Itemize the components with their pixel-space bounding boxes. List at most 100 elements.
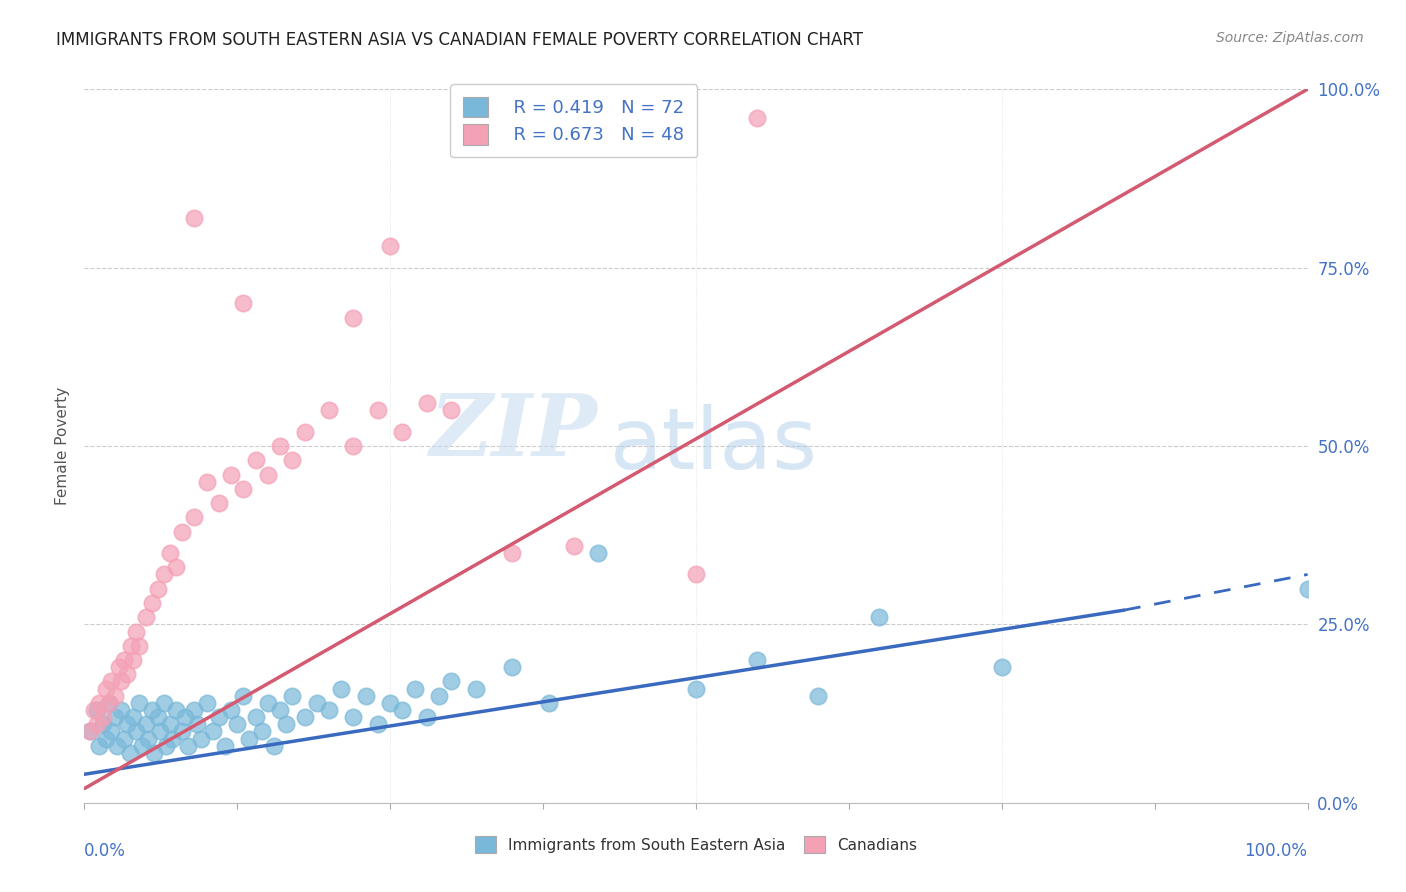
Point [115, 667, 138, 681]
Point [1296, 582, 1319, 596]
Point [104, 710, 127, 724]
Point [165, 703, 187, 717]
Point [404, 681, 426, 696]
Point [201, 724, 224, 739]
Point [155, 739, 177, 753]
Point [172, 524, 194, 539]
Point [146, 582, 169, 596]
Point [97, 696, 120, 710]
Point [747, 111, 769, 125]
Point [96, 681, 118, 696]
Point [269, 439, 291, 453]
Point [257, 696, 280, 710]
Point [269, 703, 291, 717]
Point [245, 453, 267, 467]
Point [128, 639, 150, 653]
Point [354, 689, 377, 703]
Point [110, 674, 132, 689]
Point [86, 717, 108, 731]
Point [173, 710, 195, 724]
Point [380, 696, 402, 710]
Point [232, 296, 254, 310]
Point [330, 681, 353, 696]
Point [294, 710, 316, 724]
Point [219, 467, 242, 482]
Point [440, 403, 463, 417]
Point [153, 696, 176, 710]
Point [190, 731, 212, 746]
Point [294, 425, 316, 439]
Point [991, 660, 1014, 674]
Point [97, 696, 120, 710]
Point [122, 710, 145, 724]
Point [195, 475, 218, 489]
Point [305, 696, 328, 710]
Point [86, 703, 108, 717]
Point [128, 696, 150, 710]
Text: IMMIGRANTS FROM SOUTH EASTERN ASIA VS CANADIAN FEMALE POVERTY CORRELATION CHART: IMMIGRANTS FROM SOUTH EASTERN ASIA VS CA… [56, 31, 863, 49]
Point [464, 681, 486, 696]
Point [135, 610, 157, 624]
Point [208, 496, 231, 510]
Legend: Immigrants from South Eastern Asia, Canadians: Immigrants from South Eastern Asia, Cana… [468, 830, 924, 859]
Point [257, 467, 280, 482]
Point [100, 724, 122, 739]
Point [120, 639, 142, 653]
Point [100, 674, 122, 689]
Point [342, 439, 364, 453]
Point [112, 731, 135, 746]
Point [250, 724, 273, 739]
Point [367, 717, 389, 731]
Point [440, 674, 463, 689]
Text: ZIP: ZIP [430, 390, 598, 474]
Point [685, 567, 707, 582]
Point [869, 610, 891, 624]
Point [104, 689, 127, 703]
Text: 100.0%: 100.0% [1244, 842, 1308, 860]
Point [146, 710, 169, 724]
Text: Source: ZipAtlas.com: Source: ZipAtlas.com [1216, 31, 1364, 45]
Point [131, 739, 153, 753]
Point [118, 746, 141, 760]
Point [214, 739, 236, 753]
Point [159, 546, 181, 560]
Point [87, 739, 110, 753]
Point [263, 739, 285, 753]
Point [232, 689, 254, 703]
Point [159, 717, 181, 731]
Point [183, 703, 205, 717]
Point [149, 724, 172, 739]
Point [208, 710, 231, 724]
Point [143, 746, 166, 760]
Point [586, 546, 609, 560]
Text: 0.0%: 0.0% [84, 842, 127, 860]
Point [367, 403, 389, 417]
Point [747, 653, 769, 667]
Point [416, 396, 439, 410]
Point [342, 310, 364, 325]
Point [153, 567, 176, 582]
Point [195, 696, 218, 710]
Point [183, 510, 205, 524]
Point [87, 696, 110, 710]
Point [219, 703, 242, 717]
Point [186, 717, 208, 731]
Point [172, 724, 194, 739]
Point [136, 731, 159, 746]
Point [177, 739, 200, 753]
Point [226, 717, 249, 731]
Point [685, 681, 707, 696]
Text: atlas: atlas [610, 404, 818, 488]
Point [342, 710, 364, 724]
Point [538, 696, 561, 710]
Point [245, 710, 267, 724]
Point [165, 560, 187, 574]
Point [125, 724, 148, 739]
Point [276, 717, 298, 731]
Point [91, 710, 114, 724]
Point [238, 731, 260, 746]
Point [232, 482, 254, 496]
Point [79, 724, 101, 739]
Point [318, 703, 340, 717]
Point [110, 703, 132, 717]
